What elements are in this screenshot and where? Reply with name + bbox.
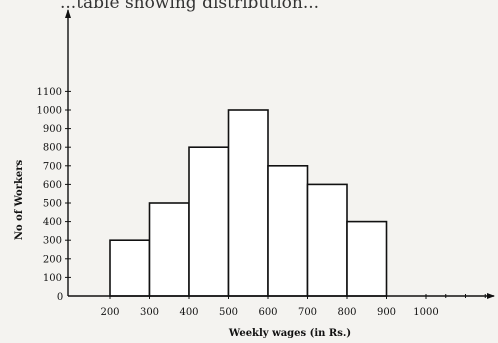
x-tick-label: 200	[100, 307, 119, 318]
y-tick-label: 700	[43, 161, 62, 172]
x-tick-label: 900	[377, 307, 396, 318]
histogram-bar	[148, 202, 190, 297]
histogram-bar	[227, 109, 269, 297]
histogram-bar	[267, 165, 309, 297]
x-tick-label: 700	[298, 307, 317, 318]
x-tick-label: 500	[219, 307, 238, 318]
histogram-bar	[306, 183, 348, 297]
x-axis-arrow	[487, 293, 495, 299]
histogram-bar	[346, 220, 388, 297]
axes-layer	[65, 9, 495, 299]
y-axis-arrow	[65, 9, 71, 18]
bars-layer	[109, 109, 388, 297]
y-tick-label: 900	[43, 124, 62, 135]
y-tick-label: 800	[43, 143, 62, 154]
origin-label: 0	[57, 292, 63, 303]
x-tick-label: 1000	[413, 307, 438, 318]
x-tick-label: 400	[179, 307, 198, 318]
partial-heading: ...table showing distribution...	[60, 0, 319, 13]
x-tick-label: 300	[140, 307, 159, 318]
y-tick-label: 100	[43, 273, 62, 284]
y-tick-label: 600	[43, 180, 62, 191]
y-tick-label: 1000	[37, 106, 62, 117]
histogram-bar	[188, 146, 230, 297]
x-axis-title: Weekly wages (in Rs.)	[228, 328, 351, 339]
y-axis-title: No of Workers	[14, 159, 25, 240]
y-tick-label: 1100	[37, 87, 62, 98]
histogram-bar	[109, 239, 151, 297]
y-tick-label: 400	[43, 217, 62, 228]
x-tick-label: 600	[258, 307, 277, 318]
y-tick-label: 300	[43, 236, 62, 247]
y-tick-label: 500	[43, 199, 62, 210]
ticks-layer: 0 100 200 300 400 500 600 700 800 900 1000 1100 200 3…	[37, 87, 486, 318]
x-tick-label: 800	[337, 307, 356, 318]
y-tick-label: 200	[43, 254, 62, 265]
